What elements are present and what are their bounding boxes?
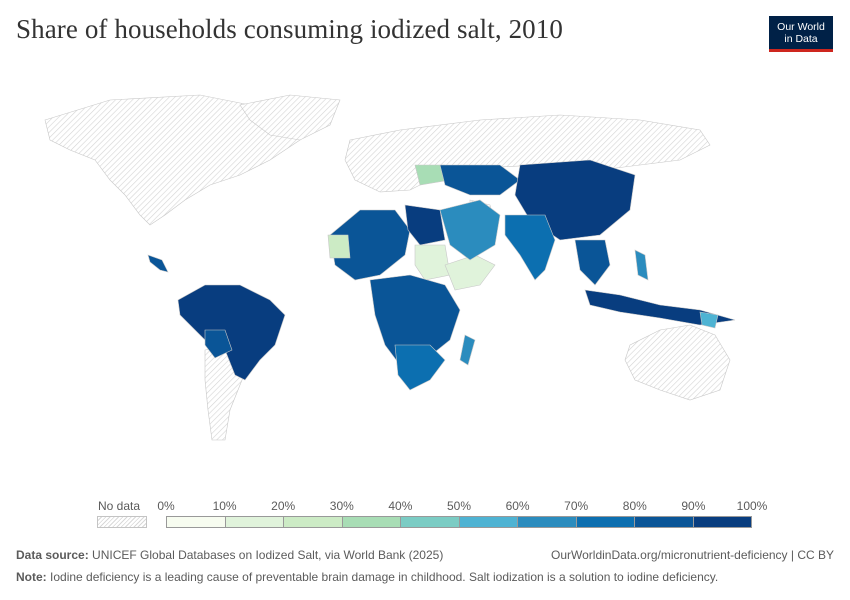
note: Note: Iodine deficiency is a leading cau…: [16, 570, 718, 584]
logo-line-1: Our World: [777, 21, 825, 33]
legend-bin[interactable]: [458, 516, 517, 528]
legend-no-data-swatch[interactable]: [97, 516, 147, 528]
legend-no-data-label: No data: [98, 499, 141, 513]
legend-bin[interactable]: [341, 516, 400, 528]
source-label: Data source:: [16, 548, 89, 562]
legend-bin[interactable]: [575, 516, 634, 528]
legend-tick: 50%: [446, 499, 472, 513]
legend-tick: 60%: [505, 499, 530, 513]
indonesia: [584, 289, 736, 326]
greenland-no-data: [239, 94, 341, 141]
legend: No data 0% 10% 20% 30% 40% 50% 60% 70% 8…: [0, 496, 850, 536]
legend-tick: 40%: [388, 499, 413, 513]
sudan-light: [414, 244, 451, 281]
legend-bin[interactable]: [224, 516, 283, 528]
philippines: [634, 249, 649, 281]
central-africa: [369, 274, 461, 366]
middle-east: [439, 199, 501, 261]
australia-no-data: [624, 324, 731, 401]
legend-tick: 20%: [271, 499, 296, 513]
legend-tick: 100%: [736, 499, 768, 513]
south-america-north: [177, 284, 286, 381]
legend-bin[interactable]: [517, 516, 576, 528]
world-map: [44, 94, 736, 441]
legend-tick: 0%: [157, 499, 175, 513]
north-africa-egypt: [404, 204, 446, 246]
india: [504, 214, 556, 281]
central-america: [147, 254, 169, 273]
southeast-asia: [574, 239, 611, 286]
legend-tick: 30%: [329, 499, 354, 513]
legend-bin[interactable]: [166, 516, 225, 528]
legend-bin[interactable]: [283, 516, 342, 528]
sahel-light: [327, 234, 351, 259]
source-url[interactable]: OurWorldinData.org/micronutrient-deficie…: [551, 548, 834, 562]
note-label: Note:: [16, 570, 47, 584]
west-africa: [329, 209, 411, 281]
data-source: Data source: UNICEF Global Databases on …: [16, 548, 443, 562]
southern-africa: [394, 344, 446, 391]
legend-tick: 70%: [564, 499, 589, 513]
legend-bin[interactable]: [400, 516, 459, 528]
legend-tick: 10%: [212, 499, 237, 513]
owid-logo[interactable]: Our World in Data: [769, 16, 833, 52]
legend-bin[interactable]: [634, 516, 693, 528]
chart-title: Share of households consuming iodized sa…: [16, 14, 563, 44]
legend-tick: 90%: [681, 499, 706, 513]
legend-bin[interactable]: [692, 516, 752, 528]
logo-line-2: in Data: [784, 33, 818, 45]
legend-tick: 80%: [622, 499, 647, 513]
bolivia-region: [204, 329, 233, 359]
madagascar: [459, 334, 476, 366]
png-light: [699, 311, 719, 329]
source-text[interactable]: UNICEF Global Databases on Iodized Salt,…: [92, 548, 444, 562]
central-asia: [439, 164, 521, 196]
note-text: Iodine deficiency is a leading cause of …: [50, 570, 719, 584]
legend-bins: [166, 516, 752, 528]
